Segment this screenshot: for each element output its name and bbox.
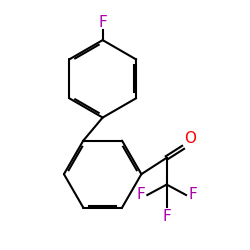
Text: F: F <box>188 188 197 202</box>
Text: F: F <box>136 188 145 202</box>
Text: O: O <box>184 131 196 146</box>
Text: F: F <box>162 209 171 224</box>
Text: F: F <box>98 15 107 30</box>
